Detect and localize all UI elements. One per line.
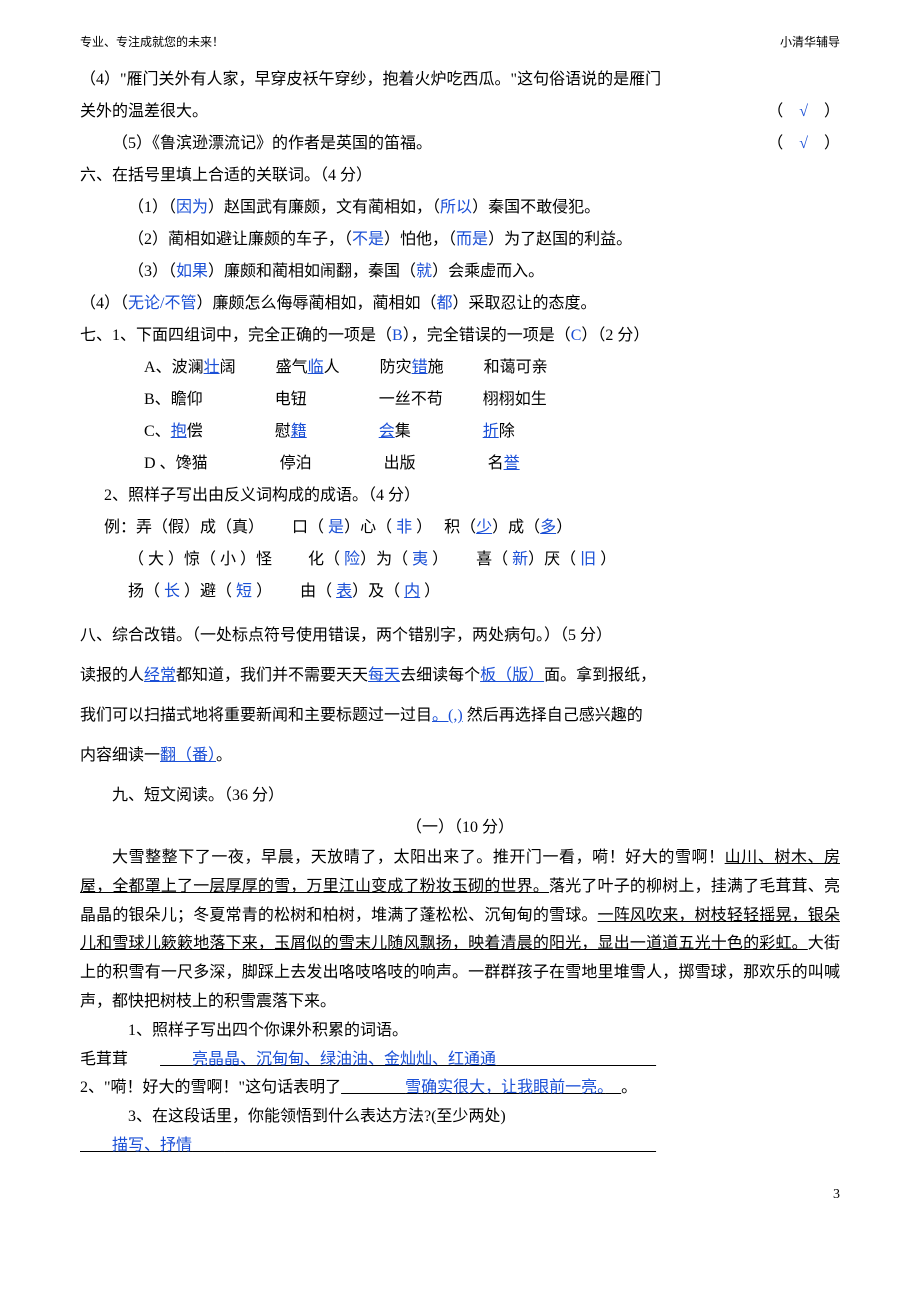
sec7-title: 七、1、下面四组词中，完全正确的一项是（B），完全错误的一项是（C）（2 分）	[80, 320, 840, 352]
header-right: 小清华辅导	[780, 30, 840, 54]
sec6-items: （1）（因为）赵国武有廉颇，文有蔺相如，（所以）秦国不敢侵犯。 （2）蔺相如避让…	[80, 192, 840, 288]
sec8-title: 八、综合改错。（一处标点符号使用错误，两个错别字，两处病句。）（5 分）	[80, 620, 840, 652]
sec9-q1-answer: 毛茸茸 亮晶晶、沉甸甸、绿油油、金灿灿、红通通	[80, 1046, 840, 1075]
sec7-sub2-title: 2、照样子写出由反义词构成的成语。（4 分）	[80, 480, 840, 512]
sec7-idioms-line2: （ 大 ）惊（ 小 ）怪 化（ 险）为（ 夷 ） 喜（ 新）厌（ 旧 ）	[80, 544, 840, 576]
sec7-option-row: A、波澜壮阔盛气临人防灾错施和蔼可亲	[80, 352, 840, 384]
sec7-option-row: B、瞻仰电钮一丝不苟栩栩如生	[80, 384, 840, 416]
sec9-q3-label: 3、在这段话里，你能领悟到什么表达方法?(至少两处)	[80, 1103, 840, 1132]
sec8-line2: 我们可以扫描式地将重要新闻和主要标题过一过目。(,) 然后再选择自己感兴趣的	[80, 700, 840, 732]
sec9-title: 九、短文阅读。（36 分）	[80, 780, 840, 812]
sec8-line1: 读报的人经常都知道，我们并不需要天天每天去细读每个板（版）面。拿到报纸，	[80, 660, 840, 692]
sec9-subtitle: （一）（10 分）	[80, 812, 840, 844]
sec6-item-1: （1）（因为）赵国武有廉颇，文有蔺相如，（所以）秦国不敢侵犯。	[128, 192, 840, 224]
sec9-q1-label: 1、照样子写出四个你课外积累的词语。	[80, 1017, 840, 1046]
sec6-item-4: （4）（无论/不管）廉颇怎么侮辱蔺相如，蔺相如（都）采取忍让的态度。	[80, 288, 840, 320]
q5-tf-mark: （ √ ）	[735, 128, 840, 160]
sec6-title: 六、在括号里填上合适的关联词。（4 分）	[80, 160, 840, 192]
sec6-item-2: （2）蔺相如避让廉颇的车子，（不是）怕他，（而是）为了赵国的利益。	[128, 224, 840, 256]
sec7-option-row: C、抱偿慰籍会集折除	[80, 416, 840, 448]
sec7-options: A、波澜壮阔盛气临人防灾错施和蔼可亲B、瞻仰电钮一丝不苟栩栩如生C、抱偿慰籍会集…	[80, 352, 840, 480]
q4-tf-mark: （ √ ）	[767, 96, 840, 128]
sec7-option-row: D 、馋猫停泊出版名誉	[80, 448, 840, 480]
q4-line1: （4）"雁门关外有人家，早穿皮袄午穿纱，抱着火炉吃西瓜。"这句俗语说的是雁门	[80, 64, 840, 96]
sec6-item-3: （3）（如果）廉颇和蔺相如闹翻，秦国（就）会乘虚而入。	[128, 256, 840, 288]
page-header: 专业、专注成就您的未来！ 小清华辅导	[80, 30, 840, 54]
page-number: 3	[80, 1181, 840, 1209]
sec9-q3-answer: 描写、抒情	[80, 1132, 840, 1161]
header-left: 专业、专注成就您的未来！	[80, 30, 224, 54]
sec7-idioms-line3: 扬（ 长 ）避（ 短 ） 由（ 表）及（ 内 ）	[80, 576, 840, 608]
q5-line: （5）《鲁滨逊漂流记》的作者是英国的笛福。 （ √ ）	[80, 128, 840, 160]
sec9-passage: 大雪整整下了一夜，早晨，天放晴了，太阳出来了。推开门一看，嗬！好大的雪啊！山川、…	[80, 844, 840, 1017]
sec7-idioms-line1: 例：弄（假）成（真） 口（ 是）心（ 非 ） 积（少）成（多）	[80, 512, 840, 544]
q4-line2: 关外的温差很大。 （ √ ）	[80, 96, 840, 128]
sec9-q2: 2、"嗬！好大的雪啊！"这句话表明了 雪确实很大，让我眼前一亮。 。	[80, 1074, 840, 1103]
sec8-line3: 内容细读一翻（番）。	[80, 740, 840, 772]
